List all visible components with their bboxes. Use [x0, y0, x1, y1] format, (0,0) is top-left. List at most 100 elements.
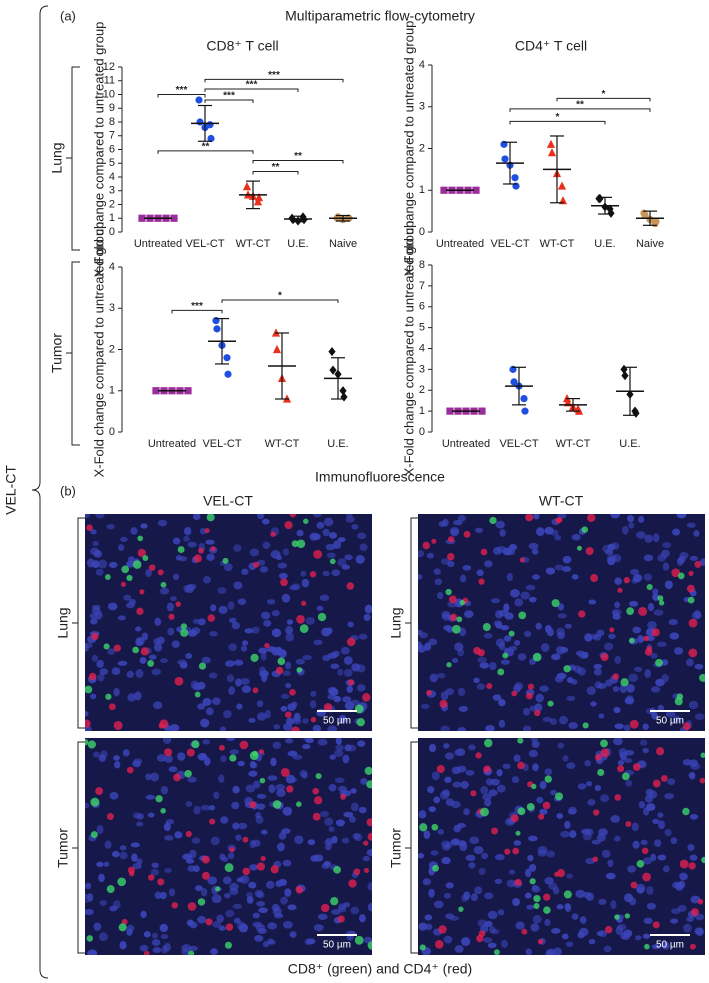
nucleus [429, 806, 436, 813]
nucleus [281, 593, 291, 603]
nucleus [425, 923, 433, 931]
nucleus [545, 567, 556, 575]
y-tick-label: 8 [419, 259, 425, 271]
data-point [557, 181, 567, 190]
nucleus [483, 633, 493, 639]
nucleus [345, 515, 355, 523]
nucleus [287, 703, 296, 711]
data-point [340, 392, 348, 402]
nucleus [91, 560, 100, 569]
nucleus [282, 806, 293, 816]
nucleus [588, 599, 597, 605]
nucleus [210, 836, 220, 846]
nucleus [661, 549, 670, 558]
nucleus [542, 716, 552, 723]
nucleus [608, 633, 616, 640]
cd8-cell [682, 807, 690, 816]
nucleus [245, 784, 256, 793]
nucleus [664, 580, 673, 590]
nucleus [346, 685, 353, 693]
nucleus [277, 562, 288, 569]
nucleus [606, 554, 617, 564]
cd8-cell [432, 864, 439, 872]
cd4-cell [688, 862, 696, 870]
nucleus [182, 853, 193, 860]
cd8-cell [446, 662, 452, 668]
nucleus [452, 657, 459, 664]
data-point [440, 186, 448, 194]
cd4-cell [688, 570, 694, 576]
nucleus [690, 762, 701, 770]
nucleus [458, 705, 468, 713]
cd8-cell [544, 775, 552, 783]
row-label: Tumor [49, 333, 65, 373]
nucleus [436, 591, 444, 600]
nucleus [206, 553, 215, 561]
significance-label: *** [176, 85, 188, 96]
nucleus [270, 757, 277, 767]
nucleus [539, 808, 548, 815]
nucleus [282, 921, 293, 929]
cd4-cell [348, 679, 355, 686]
cd8-cell [137, 535, 144, 542]
nucleus [92, 604, 101, 610]
x-tick-label: Untreated [442, 438, 490, 450]
cd4-cell [688, 618, 698, 628]
data-point [641, 211, 649, 219]
y-tick-label: 7 [419, 280, 425, 292]
cd8-cell [180, 628, 189, 637]
y-tick-label: 1 [109, 385, 115, 397]
nucleus [566, 695, 576, 702]
x-tick-label: U.E. [594, 238, 615, 250]
cd8-cell [431, 823, 439, 831]
nucleus [262, 541, 271, 549]
significance-bracket [204, 99, 254, 103]
micrograph [85, 514, 372, 731]
nucleus [424, 914, 433, 921]
data-point [253, 197, 263, 206]
nucleus [531, 548, 539, 555]
cd8-cell [597, 768, 605, 777]
nucleus [248, 770, 258, 777]
nucleus [420, 703, 430, 710]
cd4-cell [312, 812, 321, 821]
nucleus [457, 648, 465, 657]
cd4-cell [285, 711, 292, 719]
nucleus [647, 621, 657, 629]
nucleus [335, 744, 344, 751]
nucleus [605, 872, 616, 880]
cd4-cell [309, 571, 317, 578]
nucleus [185, 800, 193, 807]
nucleus [679, 872, 688, 881]
nucleus [163, 822, 171, 832]
nucleus [93, 751, 100, 758]
data-point [195, 96, 203, 104]
nucleus [554, 534, 562, 541]
nucleus [168, 766, 178, 773]
nucleus [295, 658, 306, 665]
nucleus [237, 760, 245, 767]
nucleus [643, 917, 653, 925]
nucleus [468, 862, 476, 869]
nucleus [661, 659, 669, 666]
nucleus [418, 852, 425, 859]
nucleus [661, 674, 669, 683]
cd8-cell [180, 623, 188, 630]
nucleus [220, 816, 229, 824]
nucleus [352, 832, 361, 840]
nucleus [166, 602, 175, 612]
nucleus [623, 724, 631, 731]
nucleus [322, 654, 331, 662]
nucleus [131, 853, 138, 862]
nucleus [643, 554, 654, 562]
cd8-cell [701, 856, 705, 864]
cd8-cell [555, 792, 564, 801]
nucleus [429, 673, 438, 683]
nucleus [527, 854, 534, 862]
nucleus [513, 684, 521, 693]
y-tick-label: 11 [104, 75, 115, 87]
nucleus [150, 772, 160, 782]
cd8-cell [142, 555, 149, 562]
cd4-cell [225, 923, 234, 931]
nucleus [668, 619, 678, 626]
